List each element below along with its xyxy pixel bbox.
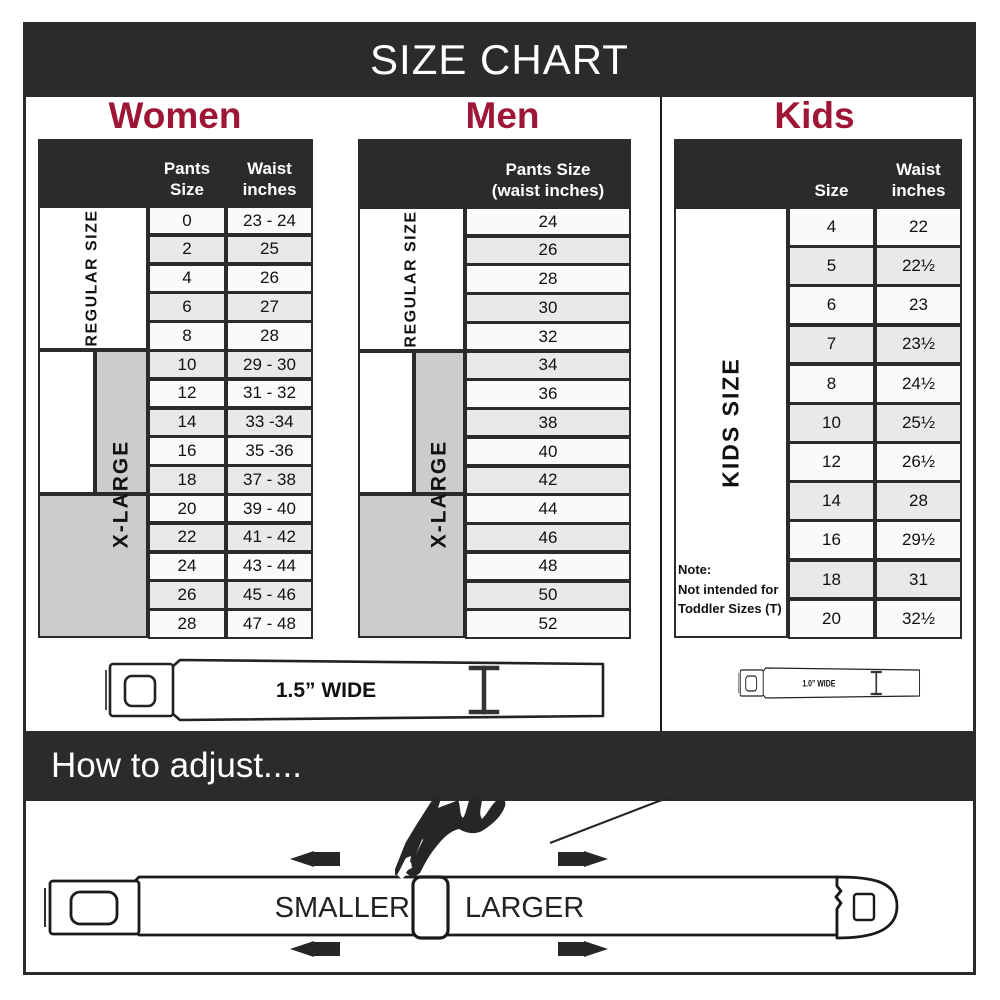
svg-text:1.5” WIDE: 1.5” WIDE [276, 679, 376, 702]
svg-text:1.0” WIDE: 1.0” WIDE [802, 677, 835, 688]
